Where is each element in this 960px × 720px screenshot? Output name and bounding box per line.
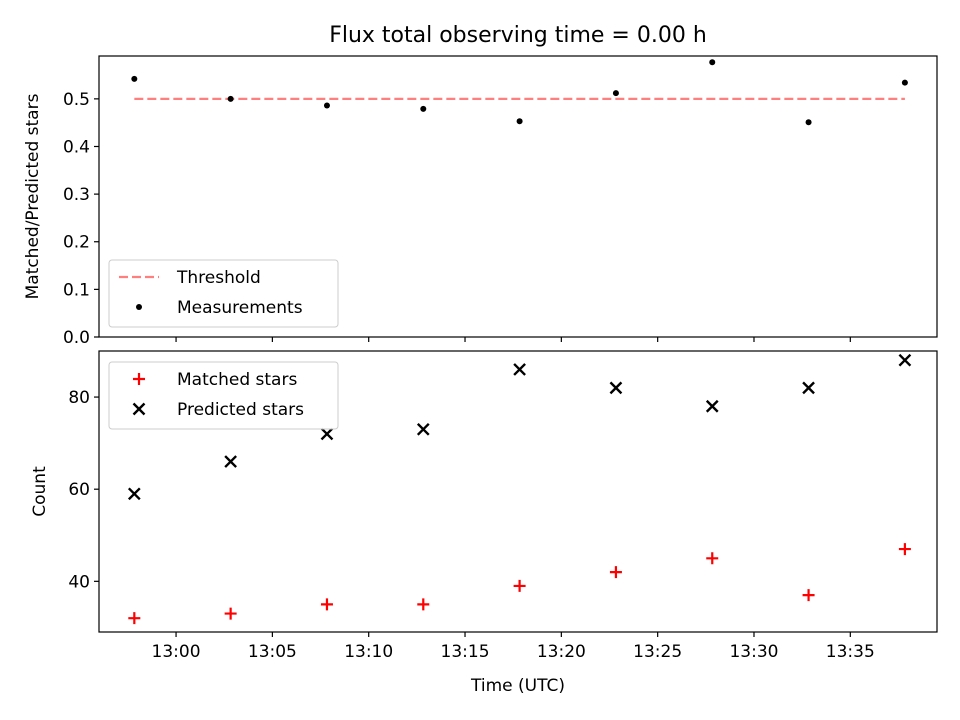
bottom-matched-stars-point-0 xyxy=(128,612,141,625)
bottom-ytick-label-0: 40 xyxy=(68,572,90,592)
bottom-legend-matched-stars-swatch-point-0 xyxy=(133,373,145,385)
bottom-xtick-label-4: 13:20 xyxy=(537,642,586,662)
bottom-matched-stars-point-6 xyxy=(706,552,719,565)
bottom-legend-predicted-stars-swatch-point-0 xyxy=(132,402,146,416)
top-measurements-point-6 xyxy=(709,59,716,66)
bottom-ytick-label-1: 60 xyxy=(68,480,90,500)
top-panel: 0.0 0.1 0.2 0.3 0.4 0.5 Matched/Predicted star… xyxy=(23,55,938,348)
top-ytick-label-1: 0.1 xyxy=(63,280,90,300)
bottom-xtick-label-5: 13:25 xyxy=(633,642,682,662)
top-legend-measurements-swatch-point-0 xyxy=(136,304,142,310)
top-legend-measurements-label: Measurements xyxy=(177,298,303,318)
top-legend: Threshold Measurements xyxy=(108,259,339,328)
bottom-matched-stars-point-1 xyxy=(224,607,237,620)
top-measurements-point-7 xyxy=(805,119,812,126)
bottom-xtick-label-0: 13:00 xyxy=(152,642,201,662)
bottom-predicted-stars-point-4 xyxy=(513,363,526,376)
top-y-axis-label: Matched/Predicted stars xyxy=(23,93,43,299)
bottom-predicted-stars-point-8 xyxy=(898,353,912,367)
top-legend-box xyxy=(108,259,339,328)
top-axes-frame xyxy=(98,55,938,338)
bottom-predicted-stars-point-6 xyxy=(705,399,719,413)
bottom-matched-stars-point-4 xyxy=(513,579,526,592)
bottom-predicted-stars-point-5 xyxy=(609,381,623,395)
bottom-predicted-stars-point-1 xyxy=(224,455,237,468)
bottom-matched-stars-point-5 xyxy=(609,566,622,579)
bottom-xtick-label-3: 13:15 xyxy=(441,642,490,662)
top-measurements-point-2 xyxy=(323,102,330,109)
bottom-xtick-label-7: 13:35 xyxy=(826,642,875,662)
bottom-xtick-label-6: 13:30 xyxy=(729,642,778,662)
top-ytick-label-2: 0.2 xyxy=(63,233,90,253)
top-legend-threshold-label: Threshold xyxy=(176,268,261,288)
top-measurements-point-5 xyxy=(612,90,619,97)
top-ytick-label-5: 0.5 xyxy=(63,90,90,110)
x-axis-label: Time (UTC) xyxy=(470,676,565,696)
bottom-matched-stars-point-2 xyxy=(320,598,333,611)
top-measurements-point-3 xyxy=(420,105,427,112)
bottom-ytick-label-2: 80 xyxy=(68,388,90,408)
bottom-xtick-label-2: 13:10 xyxy=(344,642,393,662)
bottom-axes-frame xyxy=(98,350,938,633)
top-ytick-label-3: 0.3 xyxy=(63,185,90,205)
bottom-legend-box xyxy=(108,361,339,430)
bottom-predicted-stars-point-0 xyxy=(127,487,141,501)
chart-title: Flux total observing time = 0.00 h xyxy=(329,23,707,48)
bottom-predicted-stars-point-2 xyxy=(320,427,334,441)
top-measurements-point-1 xyxy=(227,95,234,102)
bottom-matched-stars-point-8 xyxy=(898,543,911,556)
top-ytick-label-0: 0.0 xyxy=(63,328,90,348)
bottom-legend: Matched stars Predicted stars xyxy=(108,361,339,430)
bottom-legend-matched-stars-label: Matched stars xyxy=(177,370,297,390)
top-measurements-point-4 xyxy=(516,118,523,125)
bottom-legend-predicted-stars-label: Predicted stars xyxy=(177,400,304,420)
bottom-predicted-stars-point-7 xyxy=(802,381,815,395)
bottom-panel: 40 60 80 13:00 13:05 13:10 13:15 13:20 13:25 13:3… xyxy=(30,350,938,662)
top-measurements-point-8 xyxy=(901,79,908,86)
bottom-xtick-label-1: 13:05 xyxy=(248,642,297,662)
bottom-predicted-stars-point-3 xyxy=(416,422,430,436)
bottom-matched-stars-point-3 xyxy=(417,598,430,611)
top-ytick-label-4: 0.4 xyxy=(63,137,90,157)
bottom-matched-stars-point-7 xyxy=(802,589,815,602)
top-measurements-point-0 xyxy=(131,75,138,82)
bottom-y-axis-label: Count xyxy=(30,466,50,517)
